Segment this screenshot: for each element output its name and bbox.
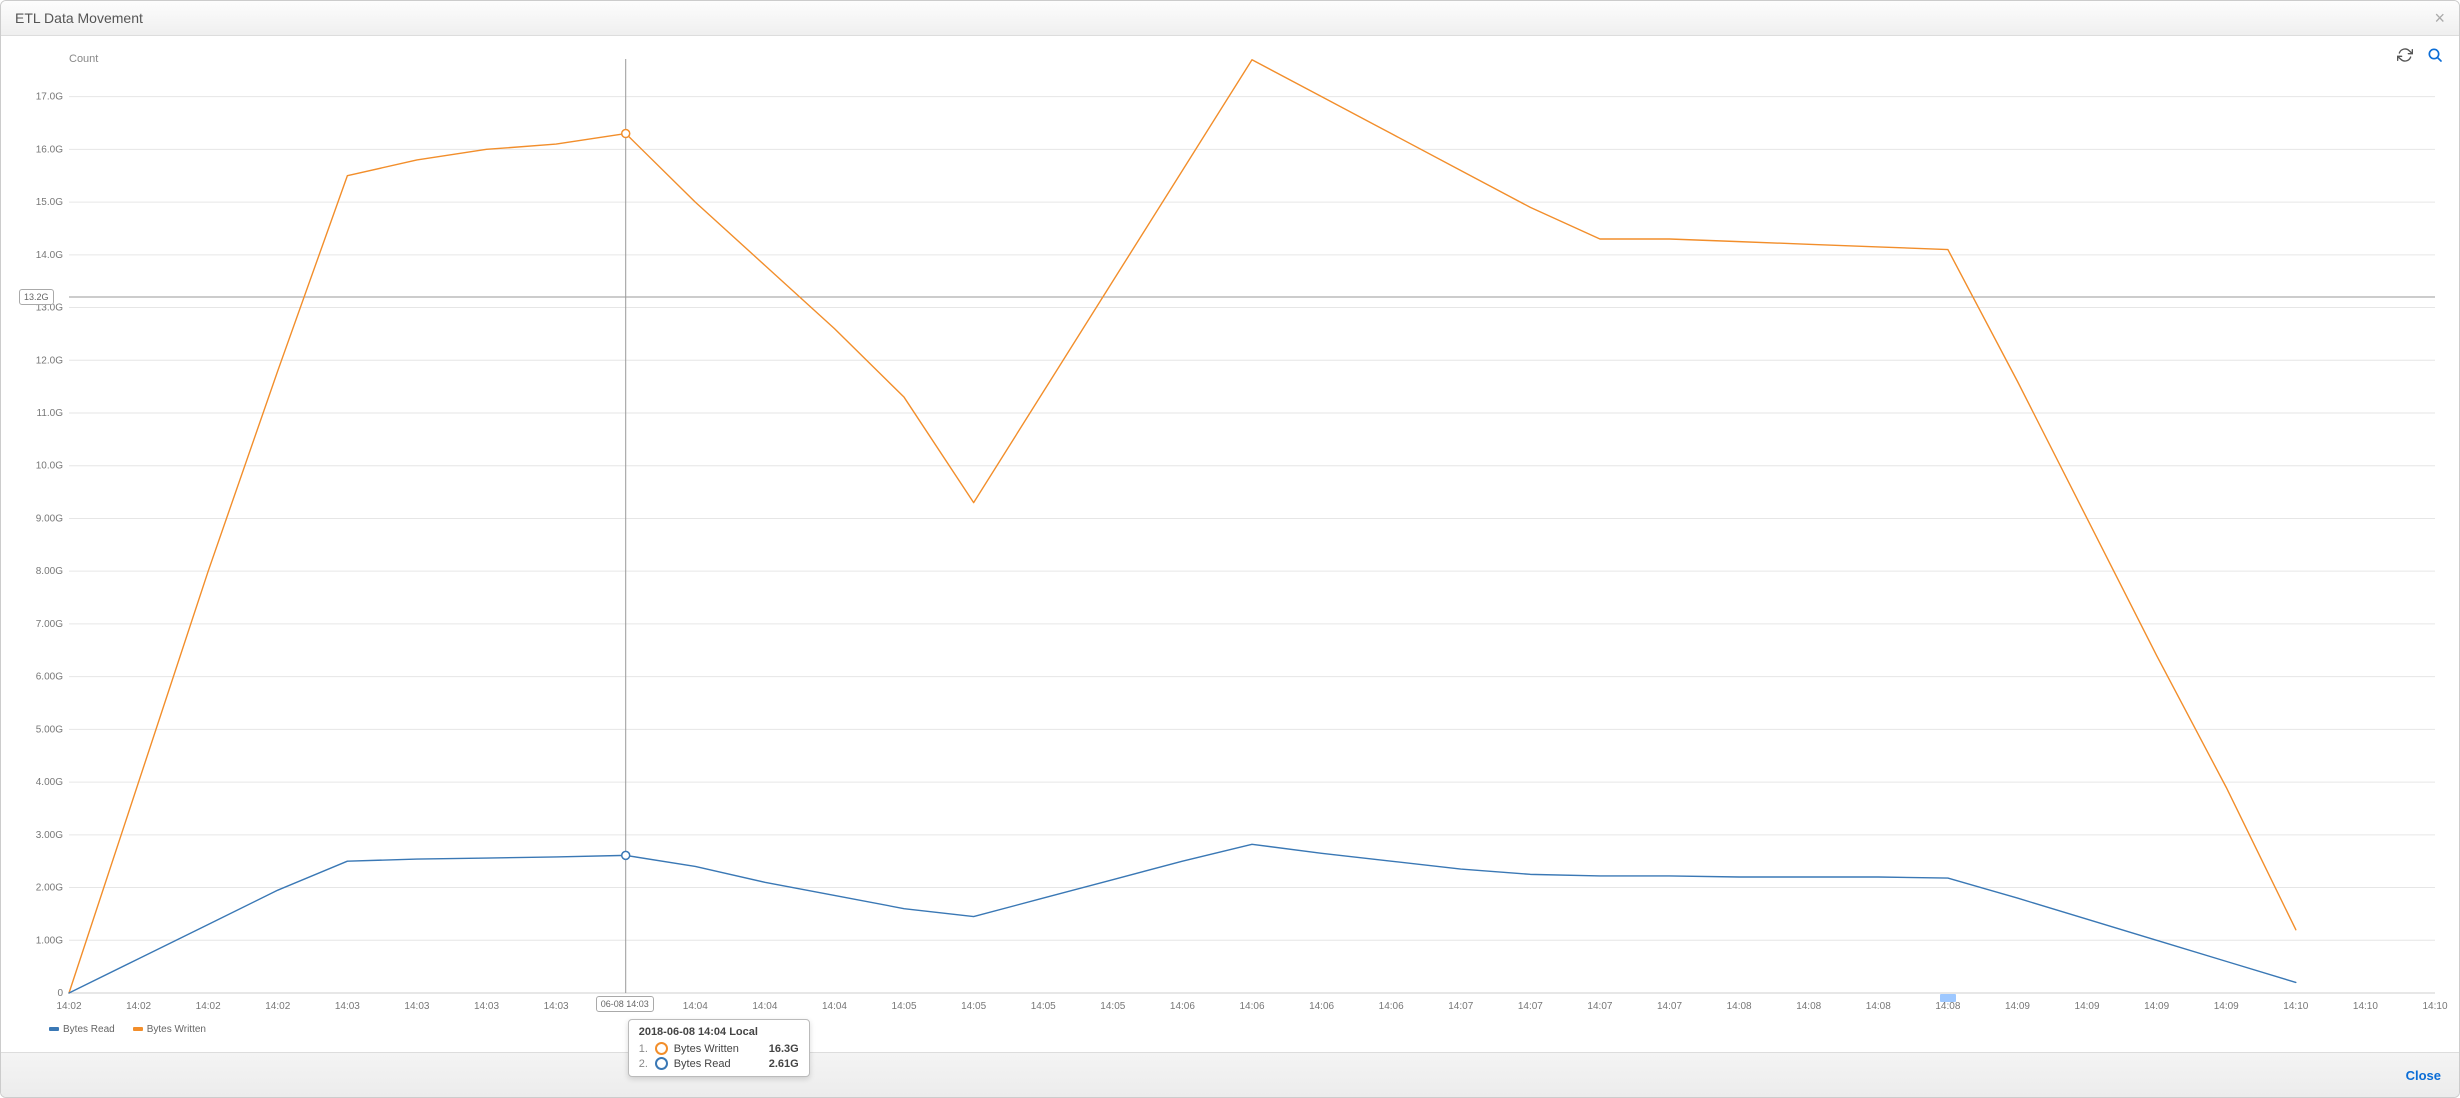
svg-text:14.0G: 14.0G [36, 250, 63, 261]
svg-text:10.0G: 10.0G [36, 461, 63, 472]
modal-footer: Close [1, 1052, 2459, 1097]
svg-text:14:10: 14:10 [2283, 1001, 2308, 1012]
zoom-icon[interactable] [2427, 47, 2443, 66]
chart-tooltip: 2018-06-08 14:04 Local 1.Bytes Written16.… [628, 1019, 810, 1077]
legend-item[interactable]: Bytes Read [49, 1024, 115, 1035]
svg-text:14:03: 14:03 [404, 1001, 429, 1012]
svg-text:17.0G: 17.0G [36, 92, 63, 103]
chart-area[interactable]: Count 0 1.00G 2.00G 3.00G 4.00G 5.00G 6.00G 7.0… [11, 45, 2449, 1053]
svg-text:14:05: 14:05 [961, 1001, 986, 1012]
svg-text:1.00G: 1.00G [36, 935, 63, 946]
svg-text:14:09: 14:09 [2005, 1001, 2030, 1012]
legend-item[interactable]: Bytes Written [133, 1024, 206, 1035]
svg-text:14:05: 14:05 [1031, 1001, 1056, 1012]
close-icon[interactable]: × [2434, 9, 2445, 27]
svg-text:14:05: 14:05 [892, 1001, 917, 1012]
svg-text:14:07: 14:07 [1518, 1001, 1543, 1012]
svg-text:0: 0 [57, 988, 63, 999]
svg-text:14:06: 14:06 [1170, 1001, 1195, 1012]
chart-toolbar [2397, 47, 2443, 66]
chart-modal: ETL Data Movement × Count 0 1.00G 2.00G 3.0… [0, 0, 2460, 1098]
svg-text:14:09: 14:09 [2075, 1001, 2100, 1012]
modal-header: ETL Data Movement × [1, 1, 2459, 36]
tooltip-row: 2.Bytes Read2.61G [639, 1057, 799, 1070]
svg-text:14:07: 14:07 [1448, 1001, 1473, 1012]
svg-text:14:04: 14:04 [752, 1001, 777, 1012]
y-axis-title: Count [69, 53, 98, 65]
svg-text:14:08: 14:08 [1935, 1001, 1960, 1012]
modal-body: Count 0 1.00G 2.00G 3.00G 4.00G 5.00G 6.00G 7.0… [1, 37, 2459, 1053]
svg-text:14:04: 14:04 [822, 1001, 847, 1012]
svg-text:4.00G: 4.00G [36, 777, 63, 788]
svg-text:14:06: 14:06 [1239, 1001, 1264, 1012]
svg-text:14:03: 14:03 [544, 1001, 569, 1012]
svg-text:14:02: 14:02 [265, 1001, 290, 1012]
svg-text:7.00G: 7.00G [36, 619, 63, 630]
svg-text:14:05: 14:05 [1100, 1001, 1125, 1012]
svg-text:12.0G: 12.0G [36, 355, 63, 366]
svg-text:16.0G: 16.0G [36, 144, 63, 155]
svg-text:14:09: 14:09 [2144, 1001, 2169, 1012]
y-hover-badge: 13.2G [19, 289, 54, 305]
svg-text:14:08: 14:08 [1796, 1001, 1821, 1012]
svg-text:11.0G: 11.0G [37, 408, 64, 419]
svg-text:6.00G: 6.00G [36, 672, 63, 683]
svg-text:14:08: 14:08 [1727, 1001, 1752, 1012]
svg-text:9.00G: 9.00G [36, 513, 63, 524]
svg-text:8.00G: 8.00G [36, 566, 63, 577]
svg-text:14:10: 14:10 [2353, 1001, 2378, 1012]
svg-text:14:06: 14:06 [1379, 1001, 1404, 1012]
svg-text:14:07: 14:07 [1587, 1001, 1612, 1012]
tooltip-title: 2018-06-08 14:04 Local [639, 1026, 799, 1038]
line-chart: 0 1.00G 2.00G 3.00G 4.00G 5.00G 6.00G 7.00G 8.00… [11, 45, 2449, 1053]
chart-legend: Bytes Read Bytes Written [49, 1024, 206, 1035]
svg-text:14:08: 14:08 [1866, 1001, 1891, 1012]
tooltip-row: 1.Bytes Written16.3G [639, 1042, 799, 1055]
svg-text:14:02: 14:02 [196, 1001, 221, 1012]
modal-title: ETL Data Movement [15, 10, 143, 26]
svg-text:14:04: 14:04 [683, 1001, 708, 1012]
svg-text:14:03: 14:03 [474, 1001, 499, 1012]
svg-text:14:03: 14:03 [335, 1001, 360, 1012]
refresh-icon[interactable] [2397, 47, 2413, 66]
svg-text:14:07: 14:07 [1657, 1001, 1682, 1012]
svg-text:5.00G: 5.00G [36, 724, 63, 735]
close-button[interactable]: Close [2406, 1068, 2441, 1083]
svg-text:14:09: 14:09 [2214, 1001, 2239, 1012]
svg-text:2.00G: 2.00G [36, 883, 63, 894]
svg-text:14:10: 14:10 [2422, 1001, 2447, 1012]
svg-text:3.00G: 3.00G [36, 830, 63, 841]
svg-text:14:06: 14:06 [1309, 1001, 1334, 1012]
x-range-highlight [1940, 994, 1956, 1002]
svg-text:15.0G: 15.0G [36, 197, 63, 208]
svg-text:14:02: 14:02 [56, 1001, 81, 1012]
svg-text:14:02: 14:02 [126, 1001, 151, 1012]
x-hover-badge: 06-08 14:03 [596, 996, 654, 1012]
